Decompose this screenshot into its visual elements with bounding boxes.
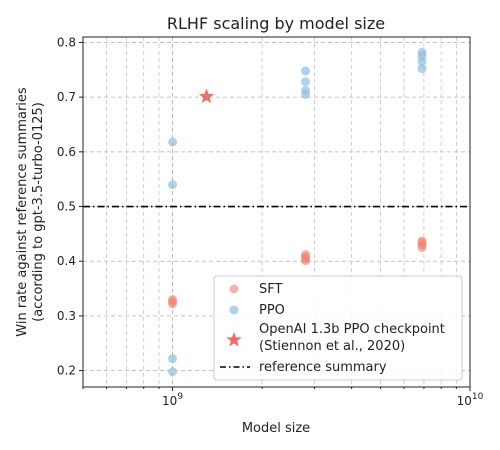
legend-openai-label-line1: OpenAI 1.3b PPO checkpoint — [259, 322, 445, 337]
sft-point — [301, 250, 311, 260]
y-tick-label: 0.8 — [57, 35, 76, 49]
legend-openai-label-line2: (Stiennon et al., 2020) — [259, 339, 405, 354]
axis-ticks: 0.2 0.3 0.4 0.5 0.6 0.7 0.8 109 1010 — [57, 35, 484, 408]
y-tick-label: 0.6 — [57, 145, 76, 159]
legend-sft-marker — [229, 284, 239, 294]
y-tick-label: 0.7 — [57, 90, 76, 104]
y-tick-label: 0.5 — [57, 200, 76, 214]
chart-title: RLHF scaling by model size — [167, 14, 385, 33]
ppo-point — [168, 367, 178, 377]
legend-ppo-marker — [229, 305, 239, 315]
ppo-point — [301, 86, 311, 96]
ppo-point — [168, 180, 178, 190]
y-tick-label: 0.3 — [57, 309, 76, 323]
x-axis-title: Model size — [242, 421, 310, 436]
ppo-point — [301, 77, 311, 87]
sft-point — [417, 236, 427, 246]
legend-ppo-label: PPO — [259, 303, 285, 318]
plot-frame — [82, 36, 471, 388]
legend: SFT PPO OpenAI 1.3b PPO checkpoint (Stie… — [213, 275, 463, 381]
x-tick-label: 109 — [162, 392, 183, 408]
legend-reference-label: reference summary — [259, 360, 387, 375]
ppo-point — [301, 66, 311, 76]
y-tick-label: 0.4 — [57, 254, 76, 268]
y-tick-label: 0.2 — [57, 364, 76, 378]
legend-box — [213, 275, 463, 381]
data-points — [168, 47, 427, 377]
ppo-point — [417, 47, 427, 57]
ppo-point — [168, 137, 178, 147]
ppo-point — [417, 64, 427, 74]
ppo-point — [168, 354, 178, 364]
y-axis-title-line1: Win rate against reference summaries — [15, 87, 30, 337]
legend-sft-label: SFT — [259, 282, 283, 297]
x-tick-label: 1010 — [457, 392, 484, 408]
legend-star-marker — [226, 332, 242, 347]
sft-point — [168, 295, 178, 304]
y-axis-title-line2: (according to gpt-3.5-turbo-0125) — [31, 102, 46, 322]
openai-checkpoint-point — [198, 88, 215, 104]
